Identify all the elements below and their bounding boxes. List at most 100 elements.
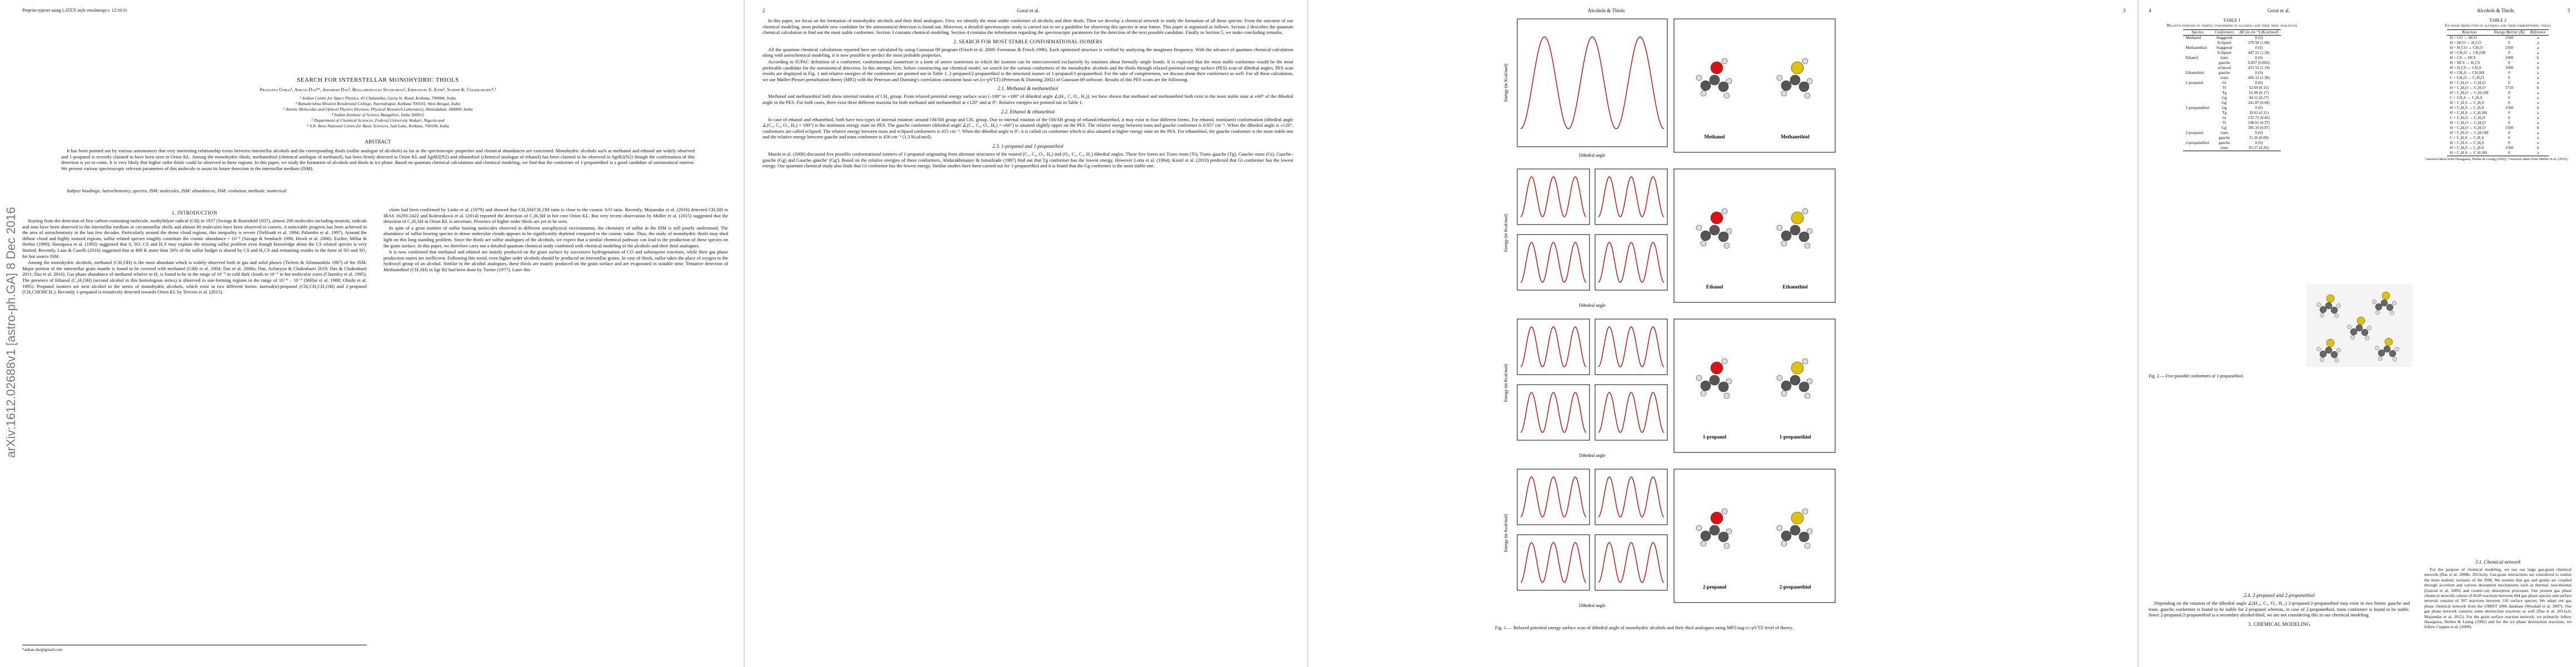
column: claim had been confirmed by Linke et al.… [383,207,728,273]
table-cell [2183,96,2212,101]
x-axis-label: Dihedral angle [1579,153,1606,158]
atom [2375,310,2380,315]
table-cell: H + CO → HCO [2450,36,2477,40]
table-cell: 0 [2508,71,2510,75]
atom [1696,74,1702,81]
atom [2372,300,2376,304]
column-header: Energy Barrier (K) [2491,29,2528,36]
atom [2361,328,2369,336]
y-axis-label: Energy (in Kcal/mol) [1503,64,1508,102]
table-row: Tg 39.62 (0.11) [2183,111,2281,116]
table-cell: 1000 [2505,66,2514,70]
table-row: H + CO → HCO 2500 a [2447,36,2549,41]
plot-frame [1595,318,1668,375]
paragraph: All the quantum chemical calculations re… [763,46,1293,58]
energy-curve [1520,36,1665,130]
table-cell: H + C₃H₅S → C₃H₆S [2450,141,2484,145]
table-cell: 2-propanol [2185,131,2204,135]
atom [2325,302,2333,310]
table-cell: 2-propanethiol [2185,141,2210,145]
table-cell: 0.857 (0.002) [2248,61,2270,65]
table-row: Species Conformers ΔE (in cm⁻¹) (Kcal/mol) [2183,29,2281,36]
energy-curve [1598,242,1665,283]
keywords: Subject headings: Astrochemistry, spectr… [67,188,287,193]
table-row: H + C₂H₃O → C₂H₄O 0 a [2447,81,2549,86]
energy-curve [1598,176,1665,217]
table-cell: 1-propanethiol [2185,106,2210,110]
atom [1802,208,1808,215]
table-cell: 61.08 (0.17) [2249,91,2269,95]
table-cell: Gg [2221,106,2227,110]
table-cell: Tt [2223,121,2226,125]
affiliation: ¹ Indian Centre for Space Physics, 43 Ch… [300,96,456,101]
atom [1723,242,1730,249]
table-cell: Staggered [2216,36,2233,40]
table-cell: a [2537,81,2539,85]
figure-row: Energy (in Kcal/mol) Dihedral angle 1-prop… [1503,318,1836,458]
column: 1. INTRODUCTION Starting from the detect… [22,207,367,296]
table-cell [2183,51,2212,56]
plot-frame [1517,168,1590,225]
atom [1700,230,1711,241]
table-cell: a [2537,41,2539,45]
table-cell: H + CH₃O → CH₃OH [2450,51,2486,55]
atom [2326,294,2335,303]
atom [2316,347,2321,351]
section-heading: 2.4. 2-propanol and 2-propanethiol [2244,593,2315,598]
table-body: Methanol Staggered 0 (0) Eclipsed 379.58 (1.… [2183,36,2281,151]
plot-frame [1517,469,1590,525]
atom [1806,228,1813,235]
table-cell: a [2537,91,2539,95]
section-heading: 2.1. Methanol & methanethiol [998,86,1058,92]
table-cell: eclipsed [2218,66,2231,70]
column-header: Species [2183,29,2213,36]
molecule-label: 2-propanethiol [1780,584,1811,590]
atom [2319,306,2327,313]
energy-curve [1520,392,1587,433]
section-heading: 2.2. Ethanol & ethanethiol [1001,108,1055,115]
table-row: H + CH₃S → CH₃SH 0 a [2447,71,2549,76]
table-cell: H + C₃H₆O → C₃H₇O [2450,126,2486,130]
table-row: H + CH₃O → CH₃OH 0 a [2447,51,2549,56]
table-cell: H + C₂H₃O → C₂H₄O [2450,81,2486,85]
plot-frame [1517,234,1590,291]
atom [1718,231,1729,242]
atom [1790,225,1801,236]
atom [1804,92,1811,99]
table-row: gauche 31.26 (0.09) [2183,136,2281,141]
table-cell: 0 [2508,101,2510,105]
table-label: TABLE 1 [2223,18,2241,23]
atom [2384,337,2393,346]
table-cell: trans [2220,131,2229,135]
page-number: 4 [2149,8,2151,13]
atom [1721,358,1728,365]
energy-curve [1598,476,1665,517]
table-cell: gauche [2219,71,2230,75]
atom [1790,375,1801,386]
table-cell: Methanol [2185,36,2201,40]
atom [2367,326,2371,330]
page-number: 3 [2123,8,2126,13]
table-cell [2183,61,2212,66]
atom [2350,328,2358,336]
table-note: ᵃ reaction taken from Hasegawa, Herbst &… [2424,157,2568,161]
atom [1802,58,1808,64]
atom [1700,240,1707,247]
table-cell: 1500 [2505,146,2514,150]
footnote: *ankan.das@gmail.com [22,645,367,652]
table-cell: 39.62 (0.11) [2249,111,2269,115]
atom [1806,528,1813,535]
table-cell: 155.72 (0.45) [2248,116,2270,120]
molecule-label: 2-propanol [1703,584,1727,590]
table-cell: Staggered [2216,46,2233,50]
paragraph: In case of ethanol and ethanethiol, both… [763,116,1293,140]
column-header: Reaction [2447,29,2492,36]
figure-row: Energy (in Kcal/mol) Dihedral angle Ethano… [1503,168,1836,308]
table-row: Tt 52.69 (0.15) [2183,86,2281,91]
atom [2375,346,2379,350]
section-heading: 2.3. 1-propanol and 1-propanethiol [992,143,1064,149]
atom [1710,511,1723,525]
x-axis-label: Dihedral angle [1579,603,1606,608]
table-cell: 94.12 (0.27) [2249,96,2269,100]
table-cell: 379.58 (1.08) [2248,41,2270,45]
